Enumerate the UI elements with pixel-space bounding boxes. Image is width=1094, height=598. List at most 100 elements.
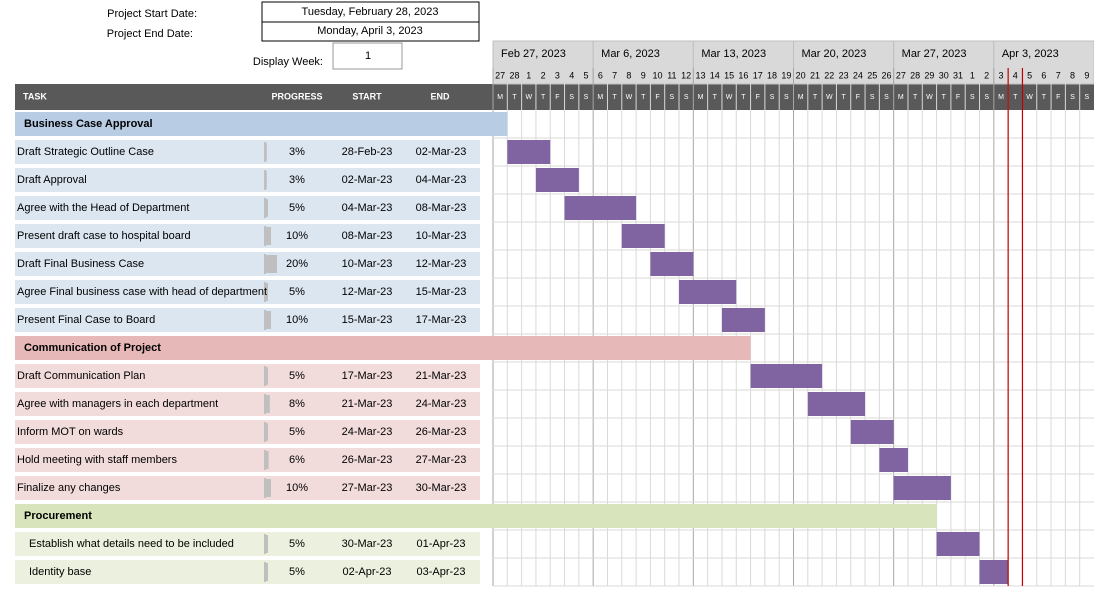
weekday: S (1085, 94, 1090, 101)
weekday: F (655, 94, 659, 101)
column-header: PROGRESS (271, 91, 322, 101)
day-number: 1 (970, 70, 975, 80)
end-date: 01-Apr-23 (417, 538, 466, 550)
task-row (15, 560, 480, 584)
progress-label: 5% (289, 370, 305, 382)
start-date: 15-Mar-23 (342, 314, 393, 326)
week-cell (893, 40, 995, 85)
weekday: M (698, 94, 704, 101)
end-date: 02-Mar-23 (416, 146, 467, 158)
end-date: 12-Mar-23 (416, 258, 467, 270)
weekday: S (569, 94, 574, 101)
day-number: 17 (753, 70, 763, 80)
weekday: M (497, 94, 503, 101)
progress-bar (265, 395, 270, 413)
weekday: S (670, 94, 675, 101)
end-date: 10-Mar-23 (416, 230, 467, 242)
weekday: F (756, 94, 760, 101)
weekday: M (798, 94, 804, 101)
gantt-bar (750, 364, 823, 388)
task-name: Draft Communication Plan (17, 370, 145, 382)
day-number: 12 (681, 70, 691, 80)
progress-label: 10% (286, 482, 308, 494)
progress-label: 5% (289, 426, 305, 438)
task-row (15, 280, 480, 304)
gantt-bar (893, 476, 951, 500)
progress-bar (265, 451, 269, 469)
task-name: Draft Final Business Case (17, 258, 144, 270)
end-date: 17-Mar-23 (416, 314, 467, 326)
progress-label: 5% (289, 566, 305, 578)
week-label: Mar 20, 2023 (802, 48, 867, 60)
progress-label: 5% (289, 538, 305, 550)
task-name: Agree with managers in each department (17, 398, 218, 410)
end-date: 24-Mar-23 (416, 398, 467, 410)
task-row (15, 252, 480, 276)
start-date: 30-Mar-23 (342, 538, 393, 550)
gantt-bar (507, 140, 551, 164)
weekday: T (813, 94, 818, 101)
end-box (261, 21, 480, 42)
progress-bar (265, 255, 277, 273)
gantt-bar (564, 196, 637, 220)
weekday: T (841, 94, 846, 101)
task-row (15, 196, 480, 220)
task-name: Present draft case to hospital board (17, 230, 191, 242)
weekday: W (525, 94, 532, 101)
gantt-bar (621, 224, 665, 248)
week-cell (492, 40, 594, 85)
day-number: 3 (555, 70, 560, 80)
day-number: 15 (724, 70, 734, 80)
day-number: 14 (710, 70, 720, 80)
end-date: 30-Mar-23 (416, 482, 467, 494)
start-date: 10-Mar-23 (342, 258, 393, 270)
day-number: 23 (839, 70, 849, 80)
progress-label: 6% (289, 454, 305, 466)
day-number: 19 (781, 70, 791, 80)
day-number: 13 (695, 70, 705, 80)
progress-bar (265, 311, 271, 329)
start-date: 02-Apr-23 (343, 566, 392, 578)
progress-bar (265, 199, 268, 217)
progress-label: 3% (289, 174, 305, 186)
progress-bar (265, 171, 267, 189)
progress-bar (265, 283, 268, 301)
column-header: START (352, 91, 382, 101)
end-date: 03-Apr-23 (417, 566, 466, 578)
day-number: 8 (1070, 70, 1075, 80)
weekday: W (826, 94, 833, 101)
start-date: 17-Mar-23 (342, 370, 393, 382)
day-number: 22 (824, 70, 834, 80)
progress-bar (265, 423, 268, 441)
weekday: F (555, 94, 559, 101)
start-date: 02-Mar-23 (342, 174, 393, 186)
start-label: Project Start Date: (107, 8, 197, 20)
day-number: 27 (495, 70, 505, 80)
day-number: 5 (584, 70, 589, 80)
week-label: Display Week: (253, 56, 323, 68)
task-row (15, 420, 480, 444)
task-name: Identity base (29, 566, 91, 578)
end-date: 15-Mar-23 (416, 286, 467, 298)
day-number: 4 (1013, 70, 1018, 80)
day-number: 27 (896, 70, 906, 80)
gantt-bar (535, 168, 579, 192)
day-number: 2 (984, 70, 989, 80)
end-date: 26-Mar-23 (416, 426, 467, 438)
day-number: 8 (626, 70, 631, 80)
task-name: Establish what details need to be includ… (29, 538, 234, 550)
day-number: 10 (653, 70, 663, 80)
week-cell (692, 40, 794, 85)
weekday: W (726, 94, 733, 101)
weekday: S (770, 94, 775, 101)
start-date: 24-Mar-23 (342, 426, 393, 438)
day-number: 7 (1056, 70, 1061, 80)
start-value: Tuesday, February 28, 2023 (302, 6, 439, 18)
gantt-bar (879, 448, 908, 472)
weekday: W (926, 94, 933, 101)
progress-label: 20% (286, 258, 308, 270)
day-number: 9 (1084, 70, 1089, 80)
weekday: T (942, 94, 947, 101)
end-value: Monday, April 3, 2023 (317, 25, 423, 37)
day-number: 16 (738, 70, 748, 80)
